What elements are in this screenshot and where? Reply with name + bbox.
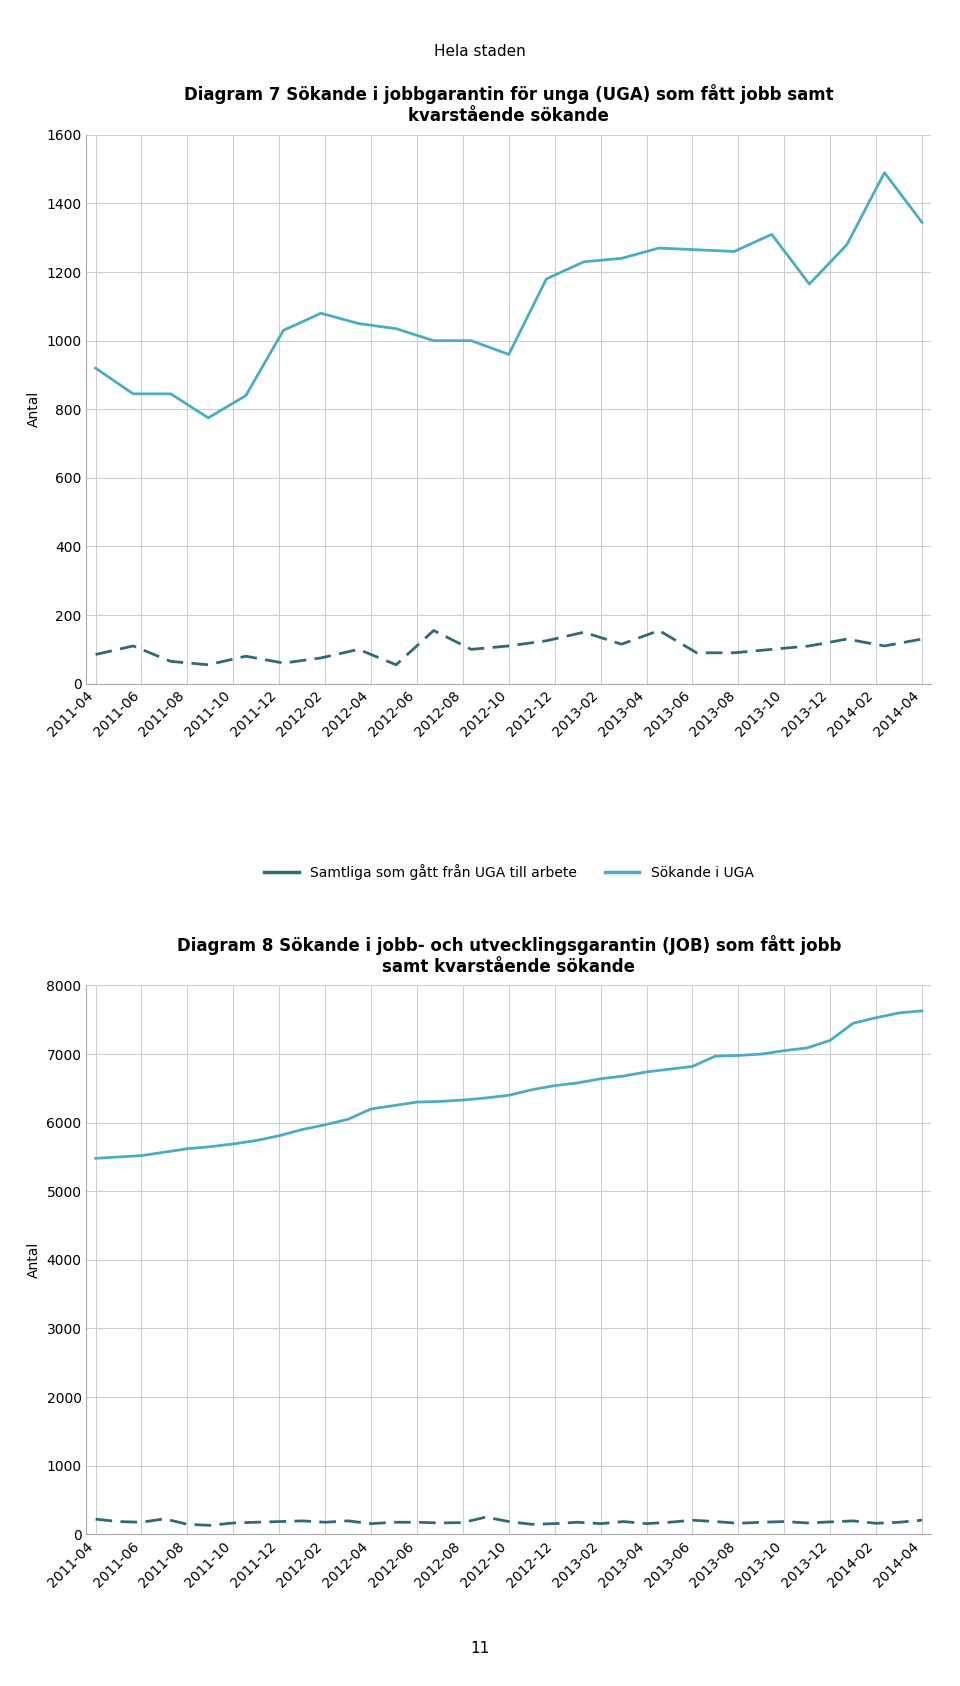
Y-axis label: Antal: Antal: [27, 1243, 41, 1278]
Title: Diagram 8 Sökande i jobb- och utvecklingsgarantin (JOB) som fått jobb
samt kvars: Diagram 8 Sökande i jobb- och utveckling…: [177, 934, 841, 976]
Y-axis label: Antal: Antal: [27, 391, 40, 427]
Title: Diagram 7 Sökande i jobbgarantin för unga (UGA) som fått jobb samt
kvarstående s: Diagram 7 Sökande i jobbgarantin för ung…: [184, 84, 833, 125]
Text: Hela staden: Hela staden: [434, 44, 526, 59]
Text: 11: 11: [470, 1640, 490, 1656]
Legend: Samtliga som gått från UGA till arbete, Sökande i UGA: Samtliga som gått från UGA till arbete, …: [258, 858, 759, 885]
